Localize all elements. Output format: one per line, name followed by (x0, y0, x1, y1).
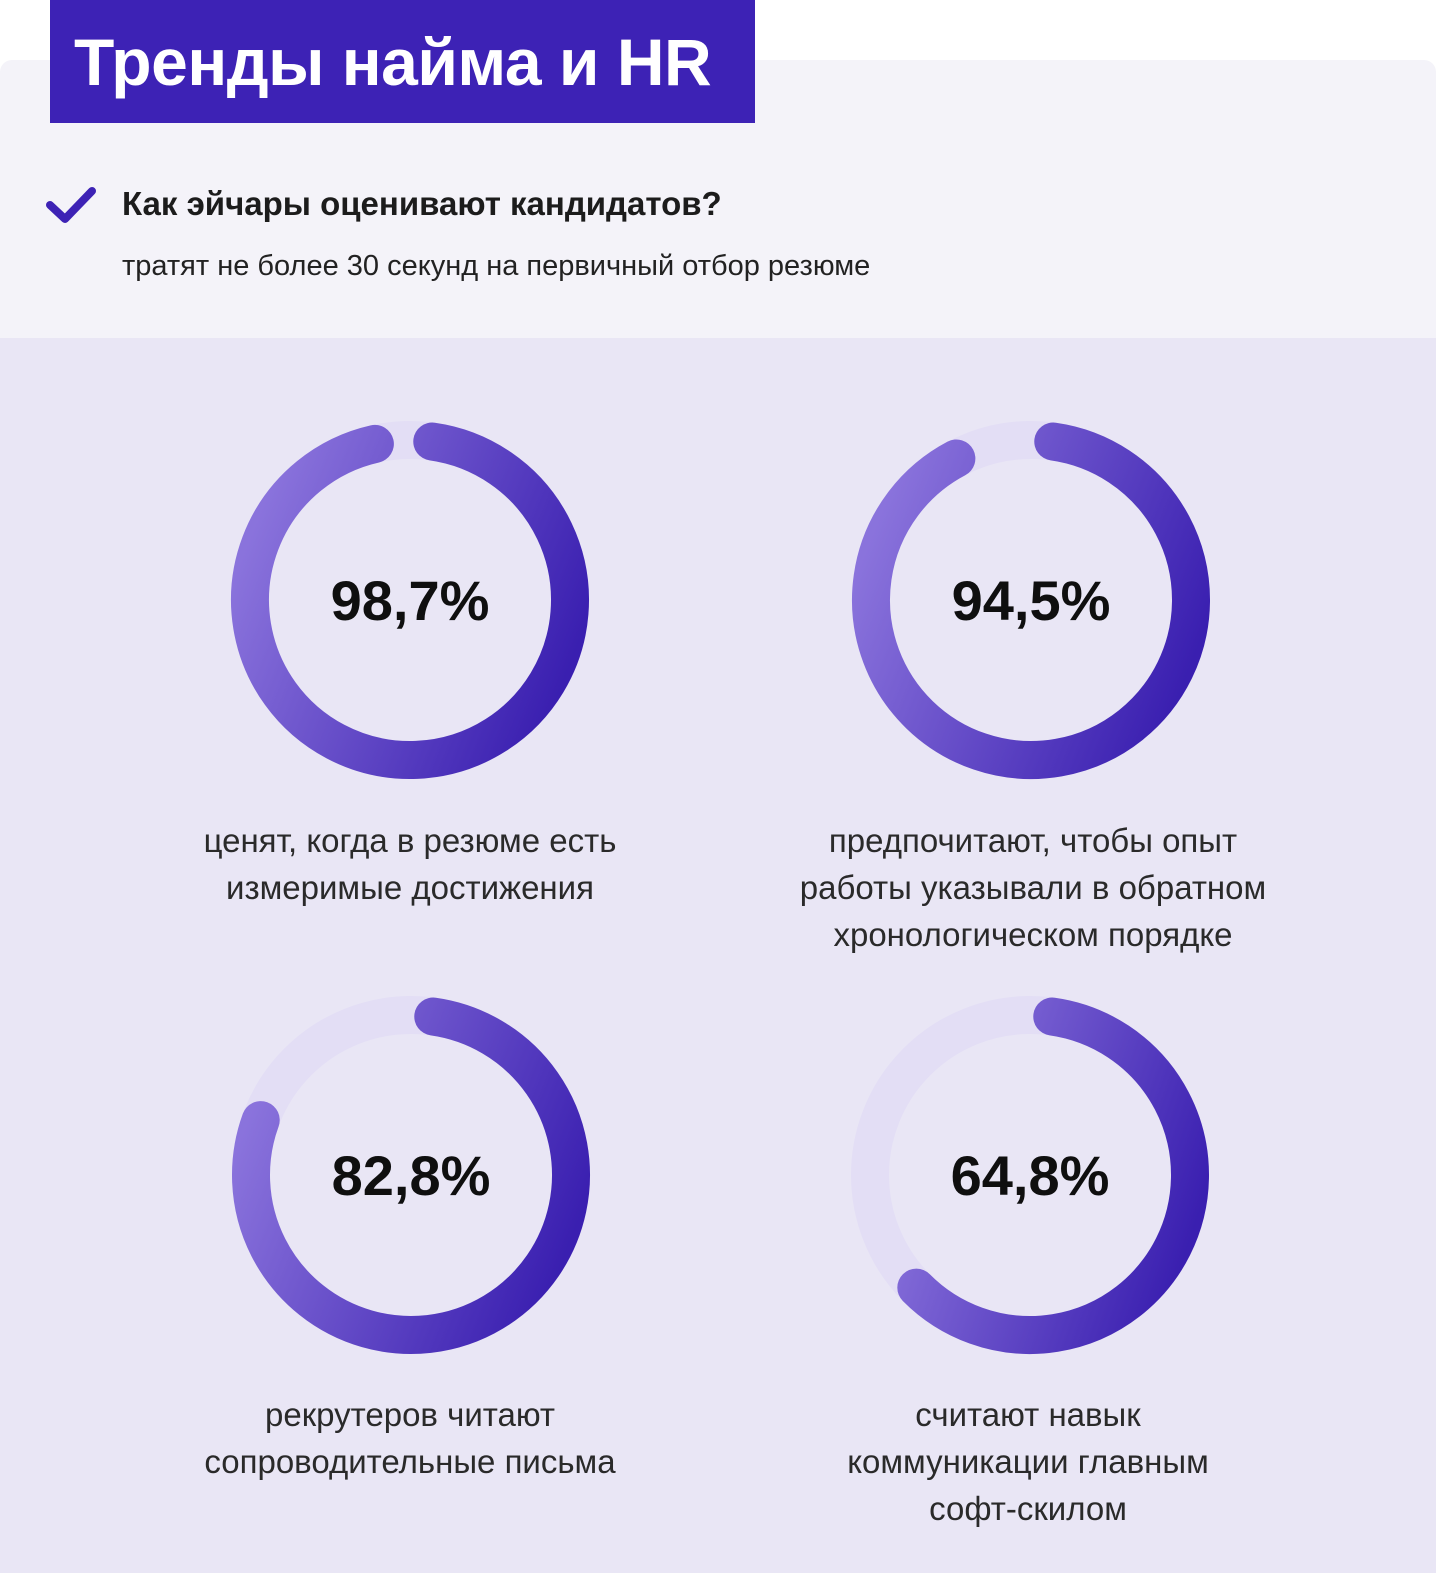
donut-chart-1: 98,7% (210, 400, 610, 800)
caption-line: коммуникации главным (847, 1443, 1209, 1480)
caption-line: предпочитают, чтобы опыт (828, 822, 1238, 859)
caption-line: измеримые достижения (226, 869, 594, 906)
caption-3: рекрутеров читают сопроводительные письм… (100, 1391, 720, 1485)
donut-chart-2: 94,5% (831, 400, 1231, 800)
donut-value-arc (232, 997, 590, 1354)
caption-line: ценят, когда в резюме есть (203, 822, 617, 859)
caption-line: считают навык (915, 1396, 1141, 1433)
donut-chart-4: 64,8% (830, 975, 1230, 1375)
percent-label: 98,7% (331, 569, 490, 632)
donut-svg: 64,8% (851, 996, 1209, 1354)
caption-1: ценят, когда в резюме есть измеримые дос… (100, 817, 720, 911)
percent-label: 64,8% (951, 1144, 1110, 1207)
donut-value-arc (852, 422, 1210, 779)
caption-4: считают навык коммуникации главным софт-… (718, 1391, 1338, 1532)
percent-label: 94,5% (952, 569, 1111, 632)
donut-svg: 94,5% (852, 421, 1210, 779)
caption-2: предпочитают, чтобы опыт работы указывал… (723, 817, 1343, 958)
checkmark-icon (46, 187, 96, 223)
donut-value-arc (897, 997, 1209, 1354)
section-subline: тратят не более 30 секунд на первичный о… (122, 250, 871, 282)
caption-line: рекрутеров читают (265, 1396, 555, 1433)
donut-chart-3: 82,8% (211, 975, 611, 1375)
section-question: Как эйчары оценивают кандидатов? (122, 185, 722, 222)
caption-line: хронологическом порядке (833, 916, 1233, 953)
donut-svg: 82,8% (232, 996, 590, 1354)
caption-line: сопроводительные письма (204, 1443, 616, 1480)
donut-svg: 98,7% (231, 421, 589, 779)
caption-line: софт-скилом (929, 1490, 1127, 1527)
percent-label: 82,8% (332, 1144, 491, 1207)
page-title: Тренды найма и HR (50, 0, 755, 123)
caption-line: работы указывали в обратном (799, 869, 1267, 906)
donut-value-arc (231, 422, 589, 779)
